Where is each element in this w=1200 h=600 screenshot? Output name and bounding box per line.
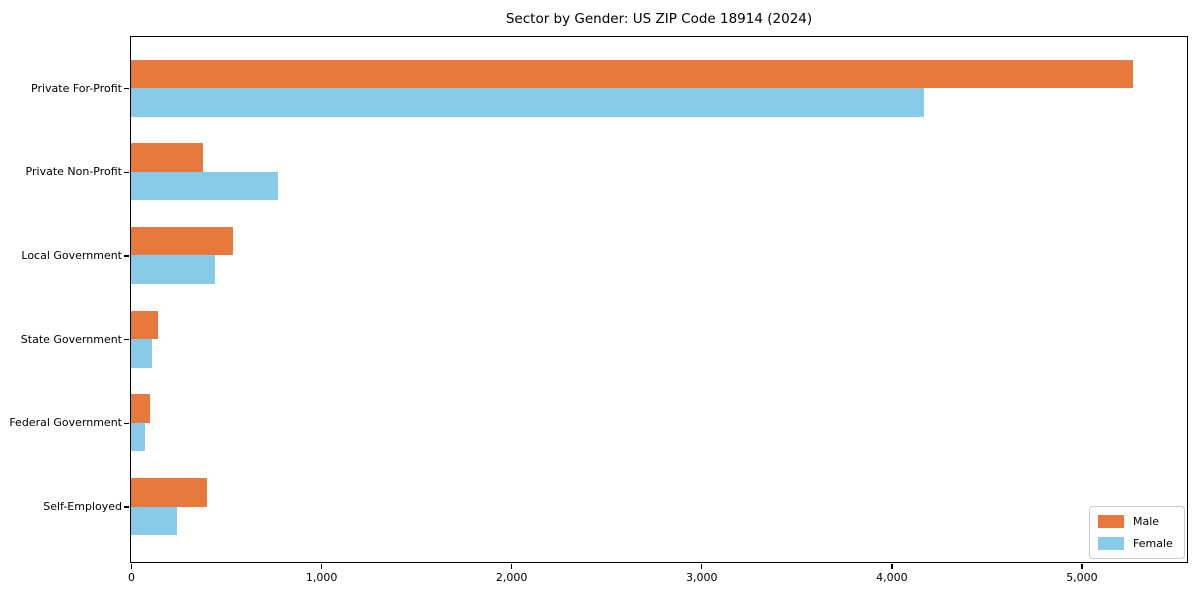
- bar-female-federal-government: [131, 422, 146, 452]
- ytick-label-state-government: State Government: [20, 332, 122, 346]
- xtick-mark-0: [130, 564, 133, 569]
- xtick-mark-4-000: [891, 564, 893, 569]
- xtick-mark-3-000: [701, 564, 703, 569]
- xtick-label-4-000: 4,000: [876, 571, 908, 584]
- bar-female-state-government: [131, 339, 152, 368]
- xtick-label-1-000: 1,000: [305, 571, 338, 584]
- ytick-mark-private-non-profit: [124, 171, 129, 173]
- xtick-label-2-000: 2,000: [495, 571, 528, 584]
- bar-male-local-government: [131, 226, 233, 256]
- ytick-label-local-government: Local Government: [21, 248, 122, 262]
- ytick-mark-self-employed: [124, 506, 129, 508]
- xtick-mark-5-000: [1081, 564, 1083, 569]
- bar-male-state-government: [131, 310, 158, 340]
- legend-entry-female: Female: [1098, 536, 1176, 551]
- ytick-label-private-for-profit: Private For-Profit: [31, 81, 122, 95]
- chart-title: Sector by Gender: US ZIP Code 18914 (202…: [505, 11, 813, 27]
- legend-swatch-female: [1098, 537, 1124, 550]
- ytick-label-self-employed: Self-Employed: [43, 500, 122, 513]
- xtick-label-5-000: 5,000: [1066, 571, 1098, 584]
- legend: Male Female: [1089, 506, 1185, 559]
- xtick-label-0: 0: [128, 571, 135, 584]
- legend-label-male: Male: [1133, 515, 1160, 528]
- ytick-mark-federal-government: [124, 422, 129, 424]
- bar-male-private-non-profit: [131, 143, 204, 172]
- bar-male-private-for-profit: [131, 59, 1133, 88]
- legend-label-female: Female: [1133, 537, 1173, 550]
- bar-female-local-government: [131, 255, 215, 284]
- plot-area: [130, 36, 1188, 563]
- legend-entry-male: Male: [1098, 514, 1176, 529]
- ytick-label-private-non-profit: Private Non-Profit: [25, 165, 122, 179]
- bar-male-federal-government: [131, 394, 150, 423]
- legend-swatch-male: [1098, 515, 1124, 528]
- xtick-mark-2-000: [511, 564, 513, 569]
- bar-female-self-employed: [131, 506, 177, 535]
- bar-male-self-employed: [131, 478, 207, 507]
- ytick-mark-local-government: [124, 255, 129, 257]
- ytick-mark-private-for-profit: [124, 87, 129, 90]
- ytick-mark-state-government: [124, 338, 129, 341]
- bar-female-private-for-profit: [131, 88, 924, 117]
- bar-female-private-non-profit: [131, 171, 279, 201]
- xtick-label-3-000: 3,000: [686, 571, 718, 584]
- xtick-mark-1-000: [320, 564, 323, 569]
- ytick-label-federal-government: Federal Government: [9, 416, 122, 430]
